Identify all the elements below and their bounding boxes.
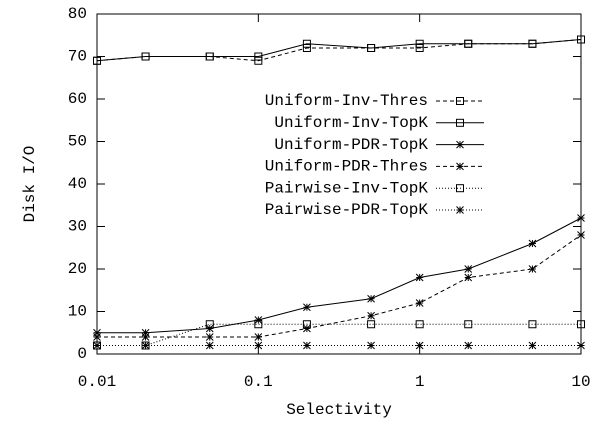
series-line xyxy=(96,39,582,62)
point xyxy=(367,311,375,320)
y-tick-label: 20 xyxy=(68,260,87,278)
series-line xyxy=(97,323,581,346)
point xyxy=(415,39,424,48)
point xyxy=(302,320,311,329)
y-tick-label: 60 xyxy=(68,90,87,108)
point xyxy=(254,52,263,61)
point xyxy=(302,44,311,52)
point xyxy=(141,341,150,350)
point xyxy=(577,35,585,44)
point xyxy=(141,52,150,61)
point xyxy=(93,341,101,350)
point xyxy=(464,320,473,329)
point xyxy=(528,265,537,273)
point xyxy=(367,341,375,350)
point xyxy=(254,316,263,324)
point xyxy=(464,341,473,350)
point xyxy=(303,324,311,333)
legend-marker xyxy=(456,140,464,149)
point xyxy=(415,341,424,350)
series-line xyxy=(97,217,582,334)
point xyxy=(577,214,585,222)
point xyxy=(415,299,424,307)
x-tick-label: 10 xyxy=(571,373,590,391)
legend-marker xyxy=(456,118,464,127)
point xyxy=(464,39,473,48)
point xyxy=(254,333,263,341)
x-tick-label: 0.01 xyxy=(78,373,116,391)
point xyxy=(528,341,537,350)
point xyxy=(141,333,150,341)
legend-marker xyxy=(456,97,464,105)
point xyxy=(93,333,101,341)
legend-label: Uniform-Inv-Thres xyxy=(265,92,428,110)
y-tick-label: 0 xyxy=(77,345,87,363)
point xyxy=(528,320,537,329)
y-tick-label: 40 xyxy=(68,175,87,193)
x-tick-label: 0.1 xyxy=(244,373,273,391)
point xyxy=(528,39,537,48)
y-tick-label: 50 xyxy=(68,133,87,151)
series-line xyxy=(97,234,582,338)
point xyxy=(577,231,585,239)
point xyxy=(302,39,311,48)
point xyxy=(415,273,424,282)
y-tick-label: 80 xyxy=(68,5,87,23)
series-line xyxy=(96,39,582,62)
point xyxy=(93,56,101,65)
point xyxy=(303,341,311,350)
legend-label: Uniform-PDR-Thres xyxy=(265,158,428,176)
point xyxy=(577,341,585,350)
point xyxy=(464,273,473,282)
point xyxy=(205,341,214,350)
y-tick-label: 10 xyxy=(68,303,87,321)
y-axis-label: Disk I/O xyxy=(21,146,39,223)
legend-label: Pairwise-PDR-TopK xyxy=(265,201,429,219)
legend-marker xyxy=(456,162,464,171)
point xyxy=(93,328,101,337)
point xyxy=(254,56,263,65)
point xyxy=(205,333,214,341)
point xyxy=(415,320,424,329)
point xyxy=(254,341,263,350)
point xyxy=(528,239,537,248)
point xyxy=(367,294,375,303)
legend-marker xyxy=(456,184,464,193)
point xyxy=(415,44,424,52)
point xyxy=(254,320,263,329)
y-tick-label: 70 xyxy=(68,48,87,66)
point xyxy=(141,328,150,337)
point xyxy=(577,320,585,329)
legend-label: Uniform-Inv-TopK xyxy=(274,114,428,132)
legend-marker xyxy=(456,206,464,214)
point xyxy=(303,303,311,312)
point xyxy=(205,320,214,329)
point xyxy=(205,324,214,333)
point xyxy=(367,320,376,329)
legend-label: Pairwise-Inv-TopK xyxy=(265,179,429,197)
y-tick-label: 30 xyxy=(68,218,87,236)
point xyxy=(464,265,473,273)
point xyxy=(205,52,214,61)
x-axis-label: Selectivity xyxy=(286,401,392,419)
point xyxy=(367,44,376,52)
legend-label: Uniform-PDR-TopK xyxy=(274,136,428,154)
x-tick-label: 1 xyxy=(415,373,425,391)
